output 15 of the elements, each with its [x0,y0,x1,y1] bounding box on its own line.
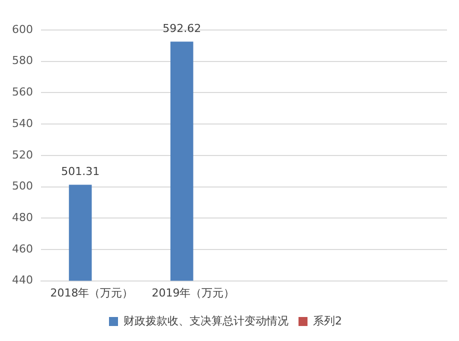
y-tick-label: 500 [12,180,33,193]
y-tick-label: 460 [12,242,33,256]
x-tick-label: 2018年（万元） [50,286,134,300]
legend-label: 财政拨款收、支决算总计变动情况 [124,314,288,328]
x-tick-label: 2019年（万元） [152,286,235,300]
y-tick-label: 520 [12,148,33,162]
y-tick-label: 540 [12,116,33,130]
y-tick-label: 440 [12,274,33,287]
legend-label: 系列2 [313,314,342,328]
y-tick-label: 580 [12,54,33,68]
data-label: 592.62 [162,22,202,35]
y-tick-label: 560 [12,86,33,99]
y-tick-label: 600 [12,22,33,36]
y-tick-label: 480 [12,210,33,224]
data-label: 501.31 [61,165,100,178]
